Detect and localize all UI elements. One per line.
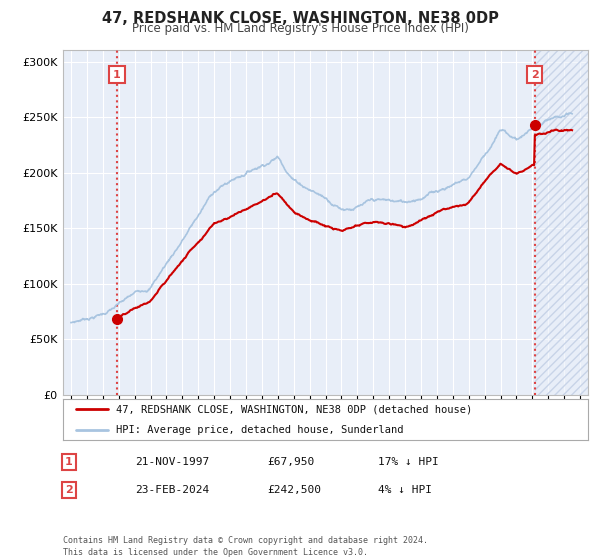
Text: 1: 1 <box>113 69 121 80</box>
Text: 23-FEB-2024: 23-FEB-2024 <box>135 485 209 495</box>
Text: £242,500: £242,500 <box>267 485 321 495</box>
Text: 4% ↓ HPI: 4% ↓ HPI <box>378 485 432 495</box>
Bar <box>535 50 588 395</box>
Text: 17% ↓ HPI: 17% ↓ HPI <box>378 457 439 467</box>
Text: Contains HM Land Registry data © Crown copyright and database right 2024.
This d: Contains HM Land Registry data © Crown c… <box>63 536 428 557</box>
Text: 47, REDSHANK CLOSE, WASHINGTON, NE38 0DP: 47, REDSHANK CLOSE, WASHINGTON, NE38 0DP <box>101 11 499 26</box>
Text: 2: 2 <box>65 485 73 495</box>
Bar <box>535 50 588 395</box>
Text: 21-NOV-1997: 21-NOV-1997 <box>135 457 209 467</box>
Text: 1: 1 <box>65 457 73 467</box>
Text: £67,950: £67,950 <box>267 457 314 467</box>
Text: 47, REDSHANK CLOSE, WASHINGTON, NE38 0DP (detached house): 47, REDSHANK CLOSE, WASHINGTON, NE38 0DP… <box>115 404 472 414</box>
Text: Price paid vs. HM Land Registry's House Price Index (HPI): Price paid vs. HM Land Registry's House … <box>131 22 469 35</box>
Text: 2: 2 <box>530 69 538 80</box>
Text: HPI: Average price, detached house, Sunderland: HPI: Average price, detached house, Sund… <box>115 424 403 435</box>
